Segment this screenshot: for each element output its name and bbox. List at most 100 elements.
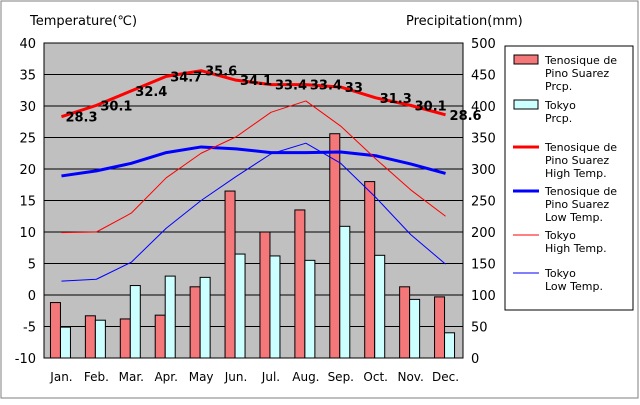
left-tick-label: 20 [19,163,36,178]
left-tick-label: 15 [19,195,36,210]
high-temp-value-label: 32.4 [135,85,167,100]
x-tick-label: Oct. [363,370,388,384]
precip-bar [199,276,211,359]
precip-bar [434,296,446,359]
high-temp-value-label: 28.6 [450,109,482,124]
high-temp-value-label: 34.7 [170,70,202,85]
legend-label: Prcp. [545,80,572,93]
x-tick-label: Jan. [49,370,72,384]
left-tick-label: 35 [19,69,36,84]
temp-line [61,100,446,234]
precip-bar [294,209,306,359]
temp-line [61,145,446,178]
left-tick-label: 10 [19,226,36,241]
legend-label: Tokyo [544,267,576,280]
precip-bar [189,286,201,359]
right-tick-label: 500 [471,37,496,52]
precip-bar [399,286,411,359]
left-tick-label: 40 [19,37,36,52]
precip-bar [269,255,281,359]
x-tick-label: May [189,370,214,384]
precip-bar [304,259,316,359]
precip-bar [154,314,166,359]
high-temp-value-label: 34.1 [240,74,272,89]
precip-bar [339,225,351,359]
legend-label: High Temp. [545,242,607,255]
legend-label: Tokyo [544,99,576,112]
legend-label: Pino Suarez [545,67,609,80]
left-tick-label: 5 [28,258,36,273]
x-tick-label: Jul. [261,370,280,384]
high-temp-value-label: 33 [345,81,363,96]
right-tick-label: 100 [471,289,496,304]
right-tick-label: 50 [471,321,488,336]
precip-bar [129,285,141,359]
legend-label: Tenosique de [544,54,617,67]
x-tick-label: Apr. [154,370,177,384]
x-tick-label: Sep. [328,370,354,384]
precip-bar [224,190,236,359]
precip-bar [164,275,176,359]
precip-bar [59,326,71,359]
grid [44,74,463,327]
data-labels: 28.330.132.434.7 35.634.1 33.4 33.4 3331.330… [65,65,481,126]
left-tick-label: 0 [28,289,36,304]
left-axis-title: Temperature(℃) [29,14,137,29]
precip-bar [84,315,96,359]
right-tick-label: 250 [471,195,496,210]
legend-label: Low Temp. [545,211,603,224]
precipitation-bars [49,133,456,359]
legend-swatch [513,54,539,65]
precip-bar [364,181,376,359]
right-tick-label: 450 [471,69,496,84]
precip-bar [329,133,341,359]
high-temp-value-label: 33.4 [310,79,342,94]
precip-bar [444,332,456,359]
high-temp-value-label: 35.6 [205,65,237,80]
legend-label: Pino Suarez [545,154,609,167]
right-tick-label: 200 [471,226,496,241]
x-tick-label: Dec. [432,370,459,384]
precip-bar [119,318,131,359]
right-tick-label: 150 [471,258,496,273]
precip-bar [94,319,106,359]
precip-bar [409,298,421,359]
right-tick-label: 0 [471,352,479,367]
right-tick-label: 300 [471,163,496,178]
right-axis-title: Precipitation(mm) [406,14,523,29]
high-temp-value-label: 33.4 [275,79,307,94]
temp-line [61,142,446,282]
legend-label: High Temp. [545,167,607,180]
left-tick-label: -5 [23,321,36,336]
precip-bar [374,254,386,359]
left-tick-label: -10 [15,352,36,367]
legend-label: Tenosique de [544,141,617,154]
high-temp-value-label: 30.1 [100,99,132,114]
high-temp-value-label: 28.3 [65,111,97,126]
precip-bar [49,302,61,359]
legend [504,45,634,311]
left-tick-label: 30 [19,100,36,115]
legend-label: Low Temp. [545,280,603,293]
legend-label: Tokyo [544,229,576,242]
x-tick-label: Mar. [119,370,144,384]
precip-bar [234,253,246,359]
x-tick-label: Feb. [84,370,109,384]
temperature-lines [60,69,446,282]
right-tick-label: 400 [471,100,496,115]
right-tick-label: 350 [471,132,496,147]
legend-label: Prcp. [545,112,572,125]
legend-label: Tenosique de [544,185,617,198]
high-temp-value-label: 30.1 [415,99,447,114]
left-tick-label: 25 [19,132,36,147]
x-tick-label: Jun. [224,370,248,384]
x-tick-label: Aug. [292,370,319,384]
x-tick-label: Nov. [397,370,423,384]
temp-line [60,69,446,119]
high-temp-value-label: 31.3 [380,92,412,107]
legend-swatch [513,99,539,110]
